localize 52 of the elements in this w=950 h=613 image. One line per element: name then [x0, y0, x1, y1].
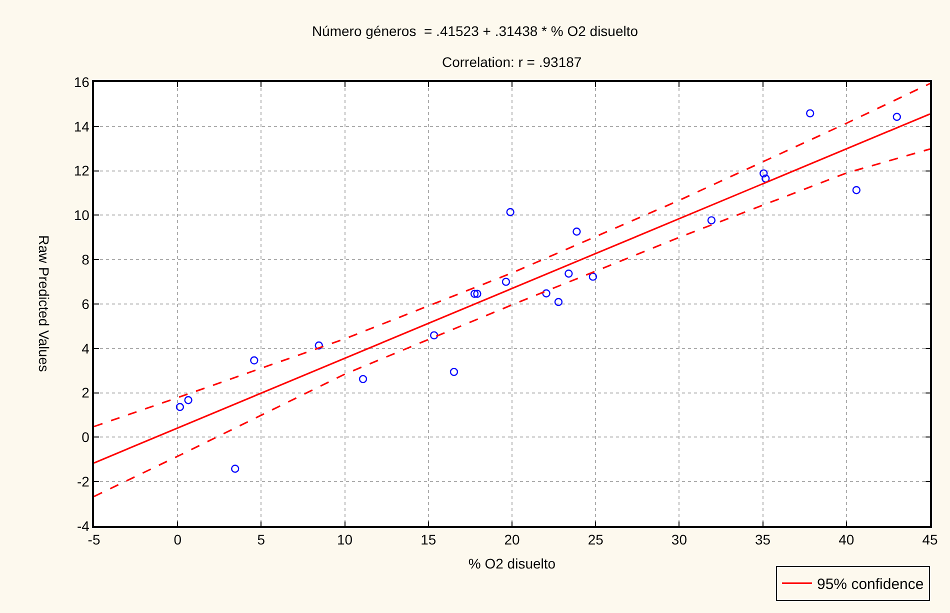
chart-subtitle: Correlation: r = .93187	[442, 54, 582, 70]
x-tick-label: 45	[922, 532, 938, 548]
x-tick-label: 30	[671, 532, 688, 548]
point	[572, 228, 581, 236]
x-tick-label: 35	[755, 532, 771, 548]
line-series	[94, 148, 930, 498]
x-tick-label: 25	[588, 532, 604, 548]
point	[358, 374, 368, 384]
point	[760, 169, 768, 178]
x-tick-label: 5	[257, 532, 266, 548]
point	[588, 272, 598, 281]
point	[806, 109, 814, 118]
point	[762, 174, 770, 183]
y-tick-label: 4	[82, 340, 90, 356]
y-tick-label: 16	[74, 74, 90, 90]
point	[707, 216, 716, 224]
y-tick-label: 10	[74, 207, 90, 224]
y-tick-label: -4	[76, 518, 90, 534]
y-tick-label: 12	[74, 162, 90, 179]
point	[506, 208, 514, 216]
y-tick-label: 6	[82, 296, 90, 312]
point	[430, 331, 438, 340]
point	[473, 290, 482, 298]
x-tick-label: 10	[337, 532, 353, 548]
y-axis-title: Raw Predicted Values	[36, 235, 52, 372]
point	[231, 464, 240, 473]
y-tick-label: 0	[82, 429, 90, 446]
point	[250, 356, 258, 364]
point	[176, 402, 184, 412]
point	[314, 341, 323, 350]
legend-label: 95% confidence	[817, 576, 924, 594]
point	[564, 269, 573, 278]
x-tick-label: 20	[504, 532, 520, 548]
y-tick-label: -2	[76, 474, 90, 490]
x-tick-label: 0	[174, 532, 182, 548]
x-tick-label: -5	[88, 532, 100, 548]
point	[470, 290, 479, 298]
point	[542, 289, 550, 298]
x-axis-title: % O2 disuelto	[468, 555, 556, 572]
x-tick-label: 15	[420, 532, 436, 548]
point	[450, 368, 458, 376]
point	[554, 298, 563, 306]
chart-title: Número géneros = .41523 + .31438 * % O2 disuelto	[312, 22, 638, 39]
point	[852, 186, 861, 194]
point	[184, 396, 192, 404]
y-tick-label: 2	[82, 384, 90, 401]
y-tick-label: 14	[74, 118, 90, 134]
y-tick-label: 8	[82, 252, 90, 268]
line-series	[94, 82, 930, 428]
x-tick-label: 40	[838, 532, 854, 548]
point	[892, 112, 901, 121]
point	[502, 278, 510, 286]
